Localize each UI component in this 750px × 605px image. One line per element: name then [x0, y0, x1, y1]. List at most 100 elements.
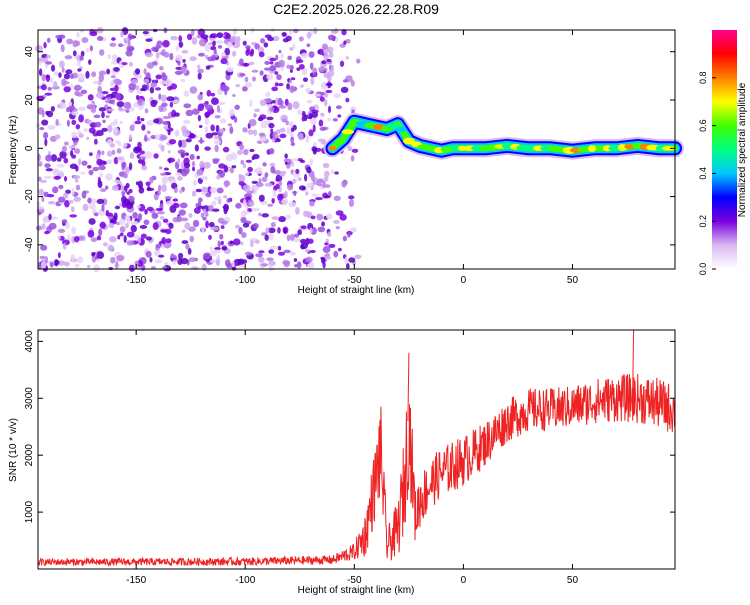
noise-point [168, 138, 177, 145]
noise-point [286, 64, 291, 69]
noise-point [253, 113, 257, 118]
noise-point [283, 249, 291, 254]
noise-point [87, 164, 92, 169]
noise-point [188, 257, 196, 263]
noise-point [259, 99, 267, 106]
x-tick-label: -150 [126, 575, 146, 586]
noise-point [170, 35, 178, 41]
ridge-point [595, 145, 604, 151]
noise-point [211, 200, 217, 207]
noise-point [47, 86, 52, 91]
noise-point [79, 55, 84, 61]
noise-point [258, 256, 265, 263]
ridge-point [587, 145, 597, 152]
noise-point [57, 260, 66, 266]
y-tick-label: 0 [24, 145, 35, 151]
noise-point [85, 47, 90, 53]
noise-point [145, 181, 151, 187]
noise-point [264, 172, 269, 178]
noise-point [243, 148, 249, 156]
x-tick-label: -50 [347, 575, 362, 586]
noise-point [135, 181, 140, 186]
noise-point [268, 260, 276, 267]
noise-point [132, 211, 138, 219]
colorbar-ticks: 0.0 0.2 0.4 0.6 0.8 [698, 72, 716, 275]
noise-point [95, 153, 101, 161]
noise-point [146, 206, 154, 212]
noise-point [37, 160, 43, 167]
noise-point [292, 101, 300, 110]
noise-point [290, 142, 296, 147]
bottom-y-ticks: 1000 2000 3000 4000 [24, 330, 675, 523]
noise-point [237, 258, 245, 265]
noise-point [327, 105, 332, 114]
noise-point [225, 263, 233, 269]
noise-point [44, 175, 52, 180]
noise-point [36, 201, 41, 206]
noise-point [231, 261, 235, 268]
noise-point [332, 118, 338, 122]
bottom-plot-area [38, 330, 675, 569]
noise-point [139, 225, 148, 229]
noise-point [326, 213, 333, 220]
noise-point [106, 139, 113, 145]
noise-point [162, 218, 169, 223]
noise-point [345, 97, 350, 103]
noise-point [203, 161, 211, 169]
noise-point [123, 141, 128, 148]
noise-point [51, 186, 59, 194]
noise-point [278, 49, 282, 54]
noise-point [141, 156, 146, 161]
noise-point [75, 124, 81, 130]
noise-point [248, 118, 257, 127]
noise-point [45, 61, 53, 65]
noise-point [137, 141, 142, 149]
ridge-point [396, 126, 407, 132]
noise-point [128, 188, 133, 194]
noise-point [268, 147, 275, 155]
noise-point [201, 226, 205, 233]
noise-point [191, 37, 198, 45]
noise-point [91, 71, 97, 78]
noise-point [212, 208, 220, 212]
noise-point [113, 78, 121, 85]
noise-point [65, 222, 70, 230]
noise-point [162, 115, 171, 120]
noise-point [128, 61, 133, 67]
noise-point [190, 29, 195, 37]
noise-point [334, 171, 339, 175]
noise-point [92, 166, 100, 172]
noise-point [139, 87, 146, 92]
noise-point [301, 110, 306, 118]
noise-point [69, 214, 78, 218]
noise-point [116, 255, 125, 262]
noise-point [243, 210, 250, 214]
noise-point [216, 174, 221, 180]
noise-point [96, 251, 105, 260]
noise-point [296, 59, 304, 64]
noise-point [155, 207, 164, 212]
noise-point [301, 186, 306, 191]
noise-point [238, 226, 243, 235]
noise-point [159, 172, 167, 176]
noise-point [77, 59, 81, 67]
noise-point [347, 232, 351, 238]
colorbar-label: Normalized spectral amplitude [737, 82, 748, 217]
noise-point [277, 251, 286, 256]
noise-point [58, 196, 66, 203]
noise-point [93, 264, 100, 273]
noise-point [337, 114, 342, 118]
noise-point [292, 43, 296, 50]
noise-point [218, 170, 226, 178]
noise-point [200, 212, 205, 218]
noise-point [96, 129, 104, 137]
noise-point [219, 128, 225, 134]
noise-point [306, 99, 313, 104]
noise-point [116, 148, 122, 154]
noise-point [175, 45, 180, 52]
noise-point [216, 254, 221, 260]
noise-point [247, 166, 253, 173]
noise-point [128, 264, 136, 272]
noise-point [350, 155, 355, 162]
noise-point [100, 188, 107, 192]
